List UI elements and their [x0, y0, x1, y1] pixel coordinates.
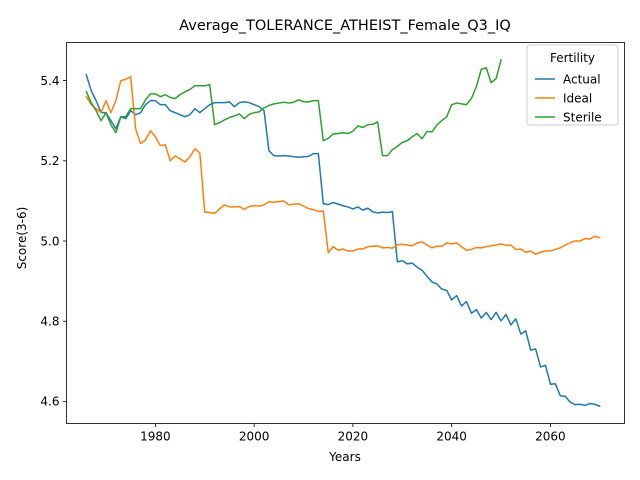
series-line-ideal — [85, 75, 601, 256]
legend-label-ideal: Ideal — [563, 91, 592, 105]
legend-label-actual: Actual — [563, 72, 601, 86]
x-tick-label: 1980 — [140, 430, 171, 444]
x-axis-label: Years — [328, 450, 361, 464]
legend-title: Fertility — [550, 51, 595, 65]
y-tick-label: 4.8 — [40, 315, 59, 329]
y-axis: 4.6 4.8 5.0 5.2 5.4 — [40, 74, 67, 409]
x-tick-label: 2060 — [535, 430, 566, 444]
legend-box — [526, 44, 619, 126]
series-line-actual — [85, 73, 601, 407]
x-axis: 1980 2000 2020 2040 2060 — [140, 423, 566, 444]
chart-title: Average_TOLERANCE_ATHEIST_Female_Q3_IQ — [179, 18, 511, 34]
series-line-sterile — [85, 59, 502, 157]
x-tick-label: 2020 — [338, 430, 369, 444]
legend: Fertility Actual Ideal Sterile — [526, 44, 619, 126]
y-tick-label: 5.2 — [40, 154, 59, 168]
y-tick-label: 5.4 — [40, 74, 59, 88]
legend-label-sterile: Sterile — [563, 110, 602, 124]
y-tick-label: 5.0 — [40, 234, 59, 248]
x-tick-label: 2000 — [239, 430, 270, 444]
x-tick-label: 2040 — [436, 430, 467, 444]
y-tick-label: 4.6 — [40, 395, 59, 409]
plot-area — [85, 59, 601, 407]
y-axis-label: Score(3-6) — [15, 207, 29, 270]
plot-frame — [66, 42, 625, 424]
